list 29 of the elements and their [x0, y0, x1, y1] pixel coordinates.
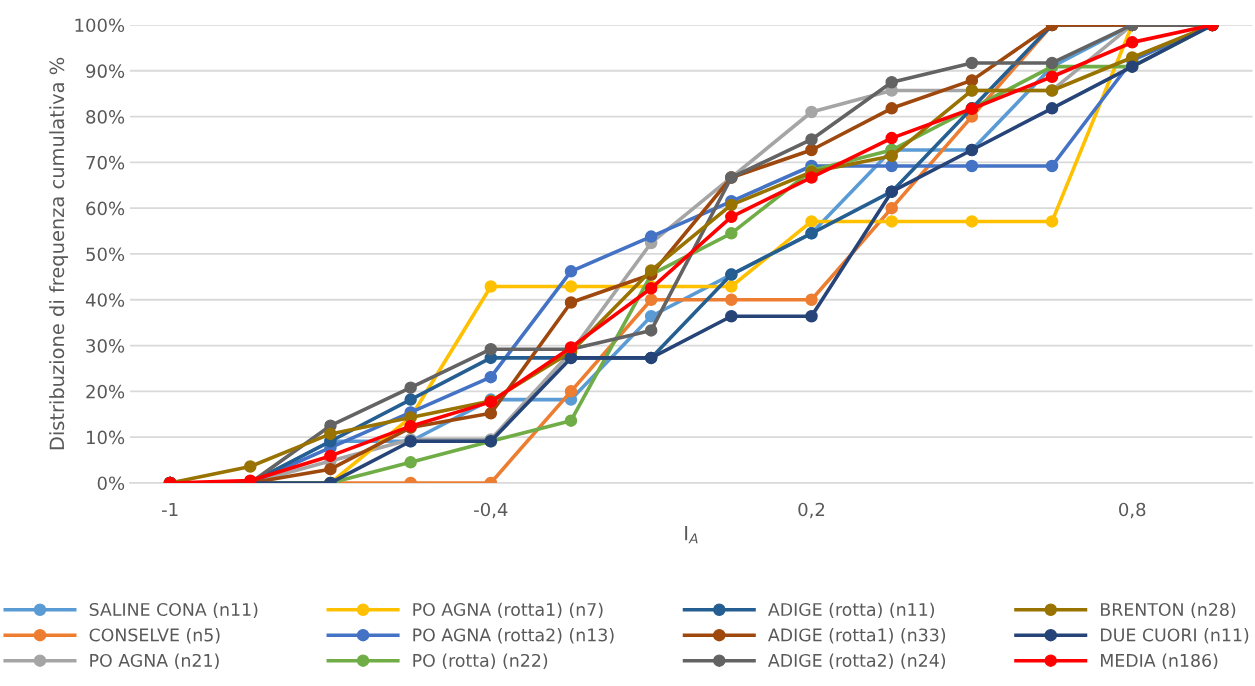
- x-tick-label: -1: [161, 502, 178, 517]
- legend-label: BRENTON (n28): [1101, 602, 1236, 619]
- y-tick-label: 80%: [86, 110, 125, 124]
- y-tick-label: 100%: [75, 18, 125, 33]
- legend-label: ADIGE (rotta1) (n33): [768, 628, 946, 644]
- y-axis-title: Distribuzione di frequenza cumulativa %: [49, 57, 68, 450]
- x-axis-title: I$_{A}$: [685, 526, 698, 544]
- legend-label: CONSELVE (n5): [89, 628, 220, 644]
- legend-label: PO (rotta) (n22): [413, 653, 548, 670]
- y-tick-label: 30%: [86, 339, 125, 353]
- legend-label: SALINE CONA (n11): [89, 602, 258, 619]
- x-tick-label: 0,2: [798, 502, 825, 519]
- y-tick-label: 90%: [86, 64, 125, 78]
- legend-label: PO AGNA (rotta2) (n13): [413, 628, 614, 644]
- y-tick-label: 50%: [86, 247, 125, 262]
- legend-label: DUE CUORI (n11): [1101, 628, 1249, 644]
- x-tick-label: 0,8: [1119, 502, 1146, 519]
- legend-label: ADIGE (rotta2) (n24): [768, 653, 946, 670]
- y-tick-label: 40%: [85, 293, 125, 307]
- legend-label: PO AGNA (rotta1) (n7): [413, 602, 603, 619]
- y-tick-label: 0%: [97, 476, 125, 491]
- legend-label: MEDIA (n186): [1101, 653, 1218, 670]
- y-tick-label: 10%: [87, 430, 125, 445]
- y-tick-label: 60%: [86, 201, 125, 216]
- legend-label: PO AGNA (n21): [90, 653, 219, 670]
- y-tick-label: 20%: [86, 384, 125, 399]
- y-tick-label: 70%: [86, 155, 125, 170]
- legend-label: ADIGE (rotta) (n11): [768, 602, 935, 619]
- x-tick-label: -0,4: [474, 502, 508, 519]
